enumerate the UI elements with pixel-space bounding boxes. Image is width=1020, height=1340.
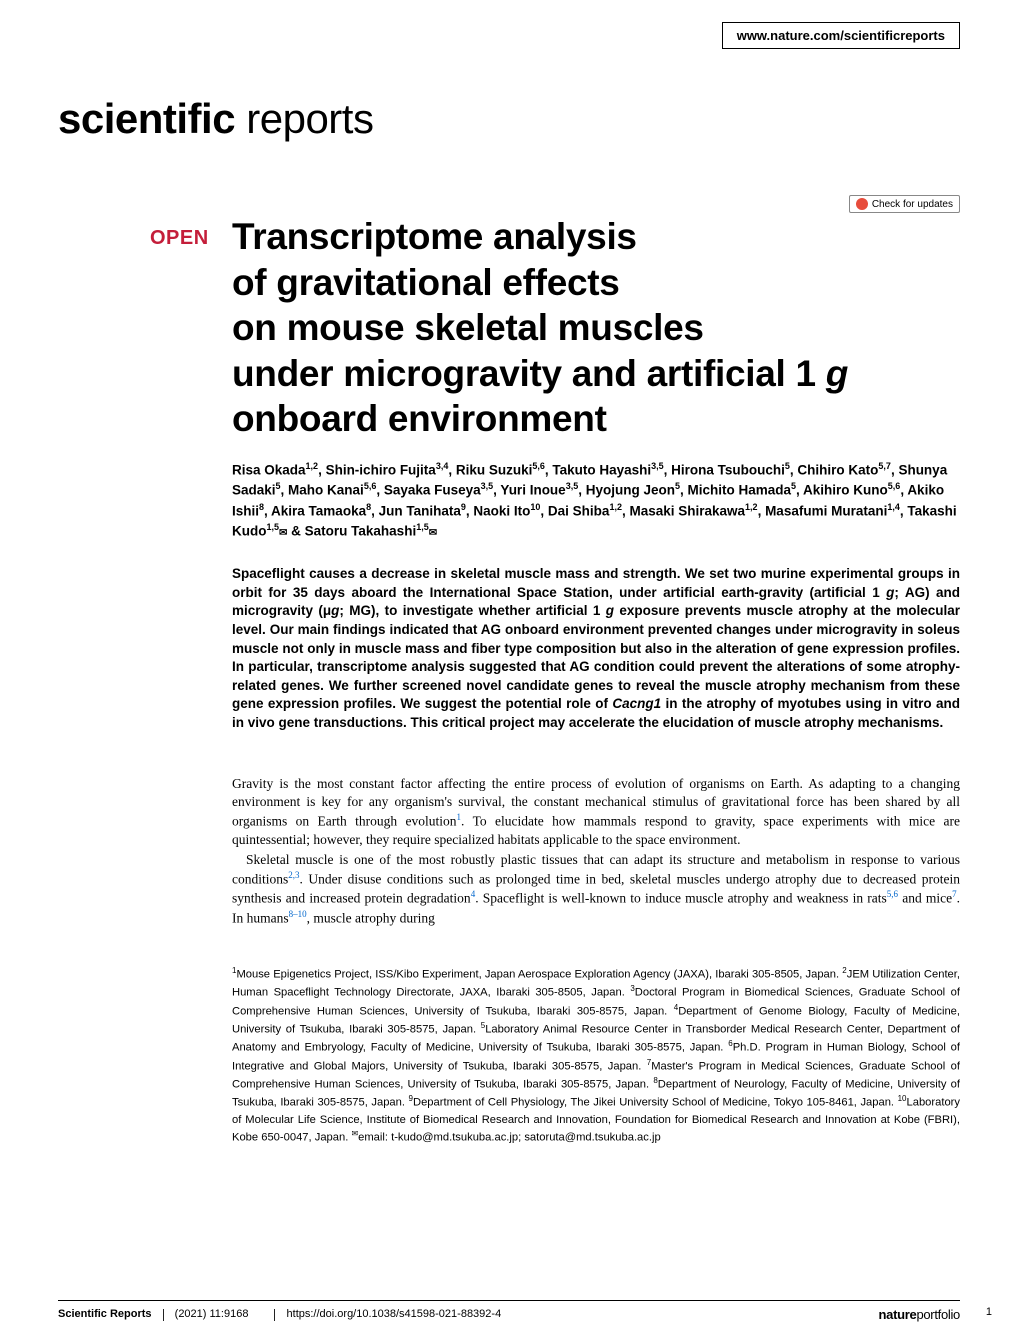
check-updates-icon <box>856 198 868 210</box>
abstract: Spaceflight causes a decrease in skeleta… <box>232 565 960 733</box>
open-access-badge: OPEN <box>150 227 209 250</box>
check-updates-badge[interactable]: Check for updates <box>849 195 960 213</box>
title-line-2: of gravitational effects <box>232 262 620 303</box>
affiliations: 1Mouse Epigenetics Project, ISS/Kibo Exp… <box>232 965 960 1146</box>
header-url: www.nature.com/scientificreports <box>737 28 945 43</box>
body-paragraph-1: Gravity is the most constant factor affe… <box>232 775 960 849</box>
footer-citation: (2021) 11:9168 <box>175 1308 249 1320</box>
journal-logo: scientific reports <box>58 95 373 143</box>
footer-divider-2 <box>274 1309 275 1321</box>
footer-left: Scientific Reports (2021) 11:9168 https:… <box>58 1308 501 1320</box>
body-paragraph-2: Skeletal muscle is one of the most robus… <box>232 851 960 928</box>
header-url-box: www.nature.com/scientificreports <box>722 22 960 49</box>
title-line-1: Transcriptome analysis <box>232 216 637 257</box>
check-updates-label: Check for updates <box>872 199 953 210</box>
page-number: 1 <box>986 1306 992 1318</box>
author-list: Risa Okada1,2, Shin-ichiro Fujita3,4, Ri… <box>232 460 960 542</box>
title-line-4a: under microgravity and artificial 1 <box>232 353 826 394</box>
title-line-3: on mouse skeletal muscles <box>232 307 704 348</box>
footer-divider-1 <box>163 1309 164 1321</box>
article-title: Transcriptome analysis of gravitational … <box>232 214 960 442</box>
footer-journal: Scientific Reports <box>58 1308 152 1320</box>
title-line-5: onboard environment <box>232 398 607 439</box>
footer-doi[interactable]: https://doi.org/10.1038/s41598-021-88392… <box>287 1308 502 1320</box>
journal-logo-light: reports <box>235 95 373 142</box>
title-line-4g: g <box>826 353 848 394</box>
journal-logo-bold: scientific <box>58 95 235 142</box>
footer-publisher-bold: nature <box>879 1307 917 1322</box>
footer-publisher: natureportfolio <box>879 1307 961 1322</box>
footer: Scientific Reports (2021) 11:9168 https:… <box>58 1300 960 1322</box>
body-text: Gravity is the most constant factor affe… <box>232 775 960 930</box>
footer-publisher-light: portfolio <box>916 1307 960 1322</box>
